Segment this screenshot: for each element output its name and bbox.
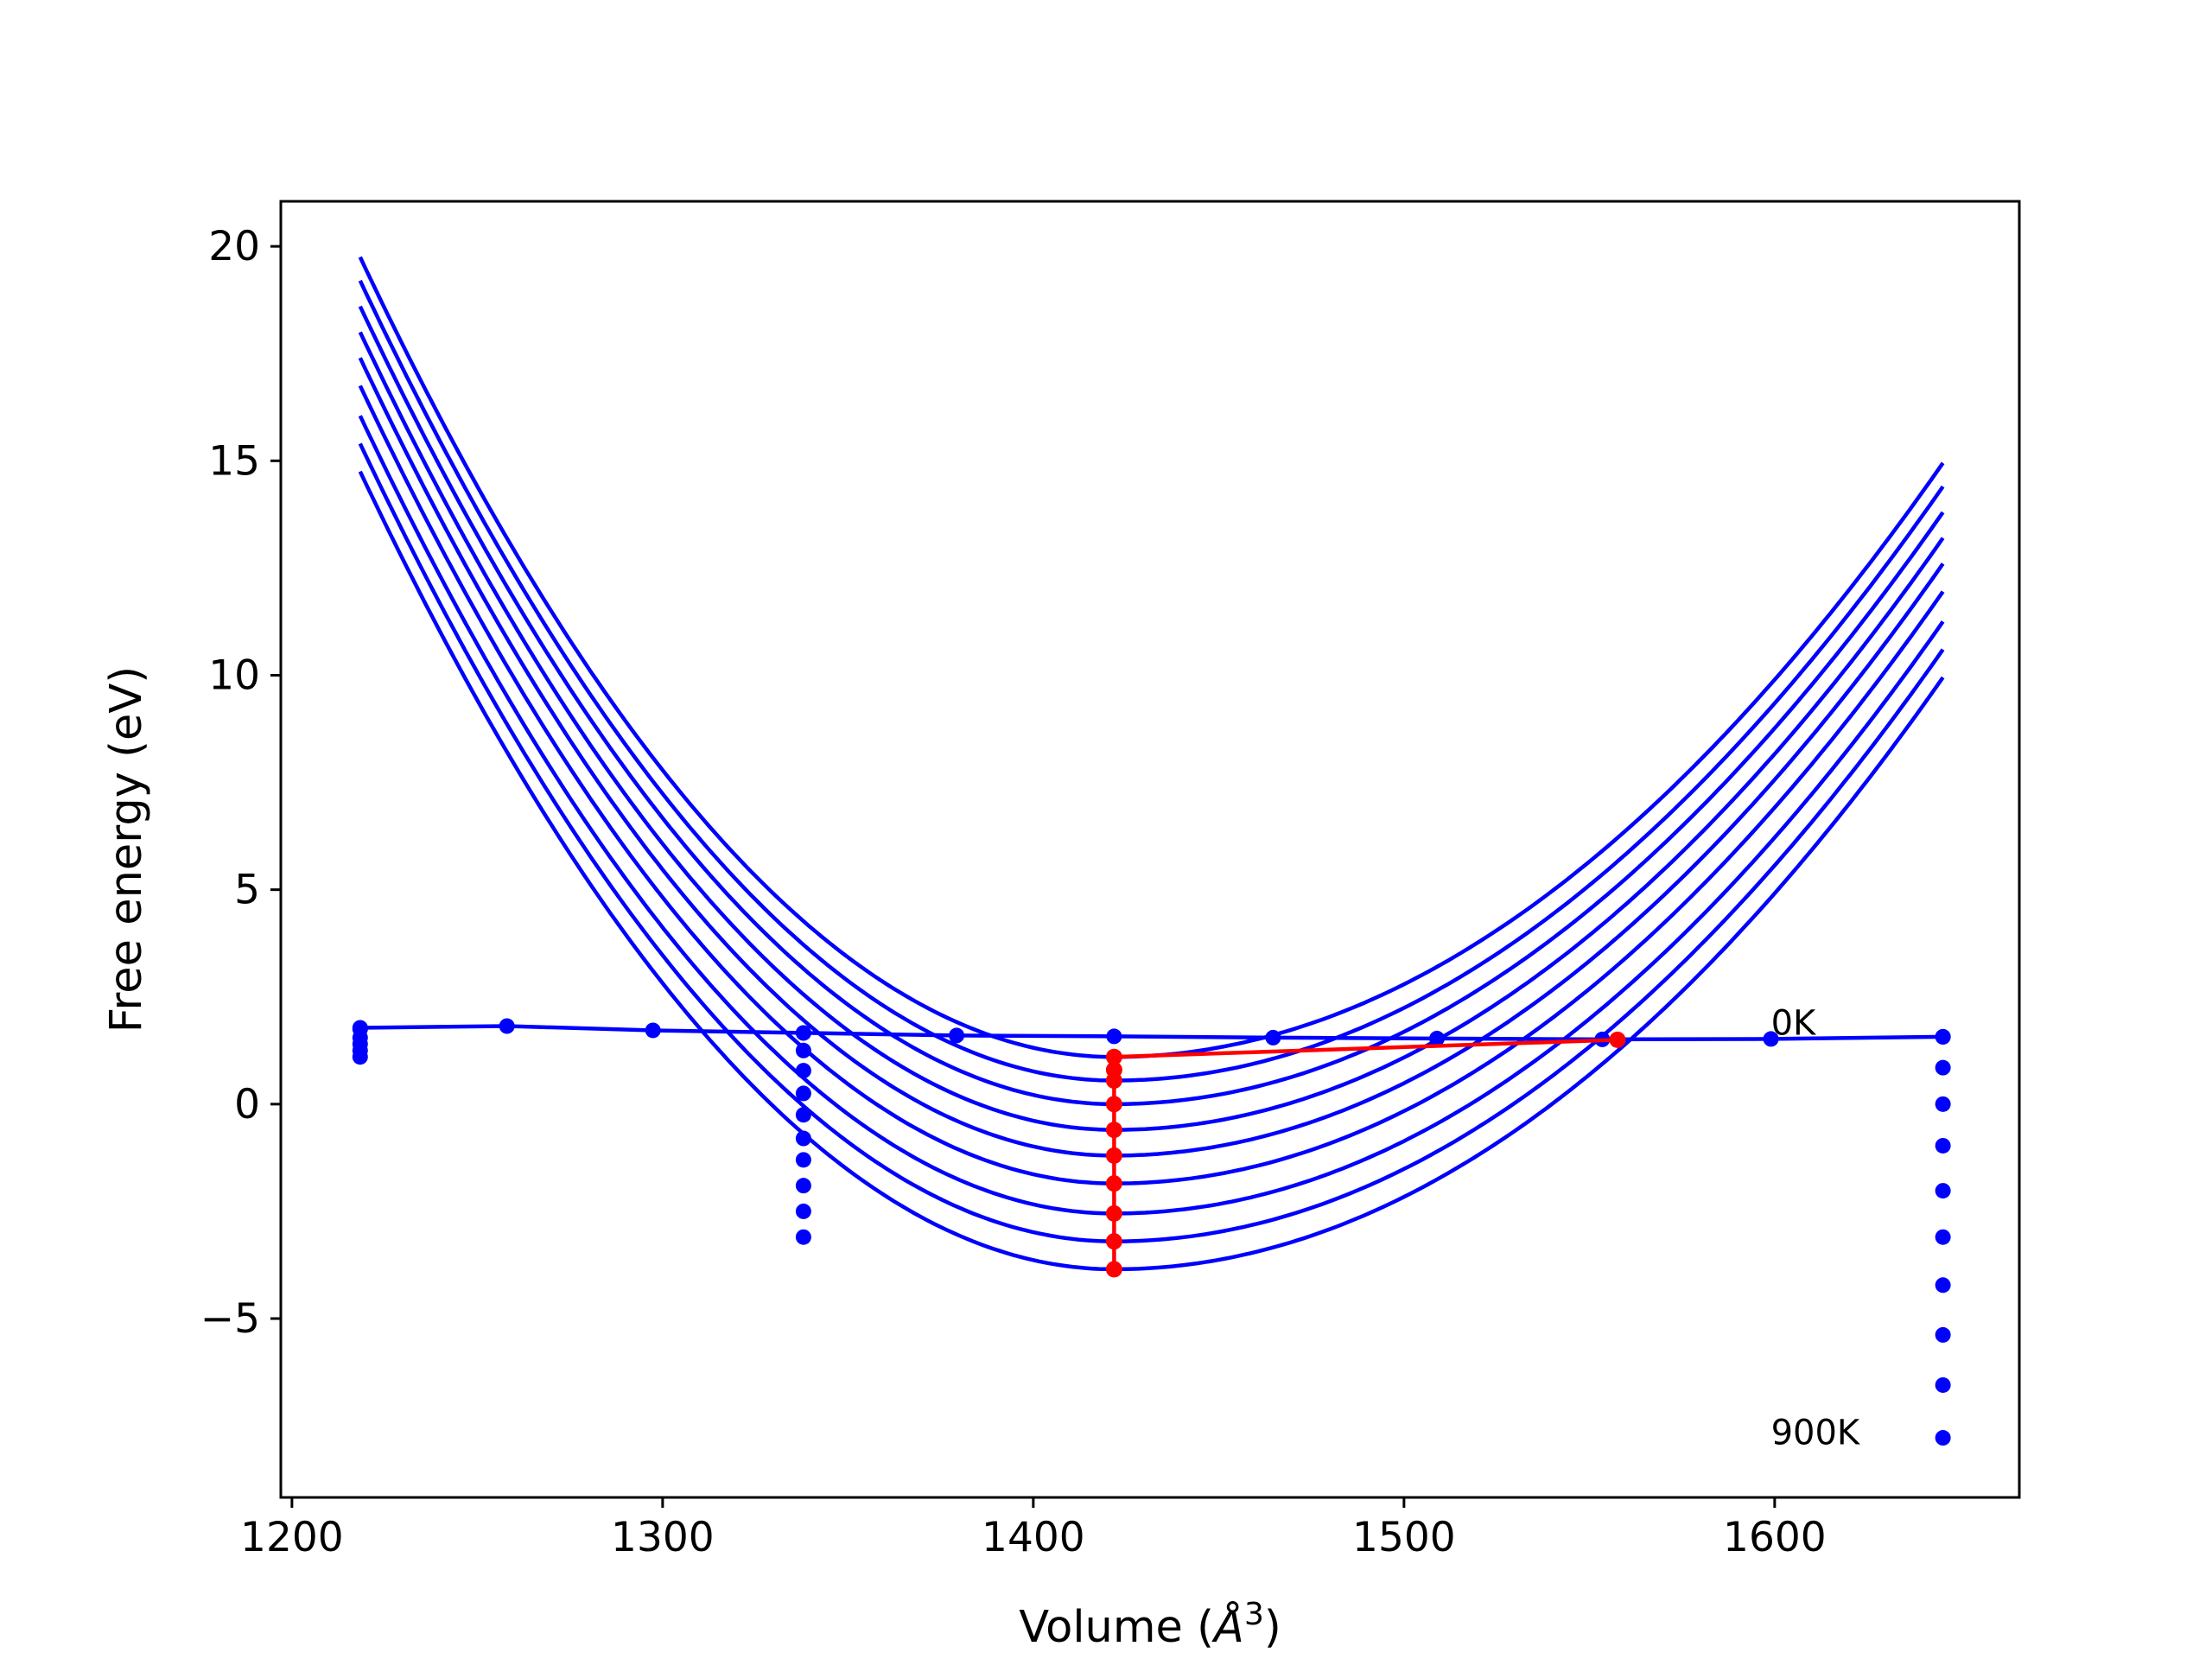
right-column-point [1935,1096,1951,1112]
energy-curve-2 [358,279,1945,1083]
mid-column-point [795,1085,811,1102]
x-tick-label: 1600 [1723,1514,1827,1561]
left-column-point [352,1049,368,1065]
zero-k-point [499,1018,515,1034]
mid-column-point [795,1203,811,1219]
mid-column-point [795,1063,811,1079]
minima-point [1105,1233,1122,1250]
mid-column-point [795,1107,811,1123]
zero-k-point [645,1022,661,1039]
right-column-point [1935,1059,1951,1076]
zero-k-point [949,1027,965,1044]
right-column-point [1935,1137,1951,1154]
zero-k-point [1763,1031,1779,1047]
minima-point [1609,1031,1626,1048]
y-tick-label: 0 [234,1081,260,1128]
mid-column-point [795,1229,811,1245]
energy-curve-9 [358,470,1945,1272]
annotations: 0K 900K [1771,1004,1861,1453]
y-tick-label: 10 [208,652,260,699]
minima-point [1105,1147,1122,1164]
energy-curve-5 [358,357,1945,1158]
y-tick-label: 20 [208,223,260,270]
plot-area [352,256,1951,1446]
x-axis-label: Volume (Å3) [1019,1597,1281,1653]
minima-point [1105,1175,1122,1192]
y-tick-label: −5 [200,1295,260,1343]
mid-column-point [795,1042,811,1058]
temperature-annotation: 900K [1771,1414,1861,1453]
mid-column-point [795,1178,811,1194]
energy-curve-4 [358,331,1945,1132]
right-column-point [1935,1430,1951,1446]
right-column-point [1935,1028,1951,1045]
right-column-point [1935,1326,1951,1343]
temperature-annotation: 0K [1771,1004,1817,1044]
right-column-point [1935,1229,1951,1245]
x-tick-label: 1400 [982,1514,1085,1561]
y-axis-label: Free energy (eV) [101,666,152,1033]
minima-point [1105,1061,1122,1078]
y-tick-label: 5 [234,867,260,914]
axes-frame [279,200,2021,1499]
y-axis: −5 0 5 10 15 20 [200,223,281,1343]
x-tick-label: 1300 [611,1514,715,1561]
x-axis: 1200 1300 1400 1500 1600 [240,1497,1827,1561]
minima-point [1105,1261,1122,1278]
energy-curve-7 [358,415,1945,1216]
y-tick-label: 15 [208,437,260,485]
energy-curve-6 [358,385,1945,1185]
minima-point [1105,1122,1122,1139]
right-column-point [1935,1376,1951,1393]
zero-k-point [1429,1030,1446,1046]
zero-k-point [1265,1029,1281,1046]
minima-point [1105,1048,1122,1065]
energy-curve-8 [358,442,1945,1243]
mid-column-point [795,1025,811,1041]
right-column-point [1935,1183,1951,1199]
energy-curve-3 [358,305,1945,1107]
minima-point [1105,1096,1122,1113]
x-tick-label: 1500 [1352,1514,1456,1561]
zero-k-point [1106,1028,1122,1045]
mid-column-point [795,1152,811,1168]
minima-point [1105,1205,1122,1222]
right-column-point [1935,1277,1951,1294]
mid-column-point [795,1130,811,1147]
x-tick-label: 1200 [240,1514,344,1561]
